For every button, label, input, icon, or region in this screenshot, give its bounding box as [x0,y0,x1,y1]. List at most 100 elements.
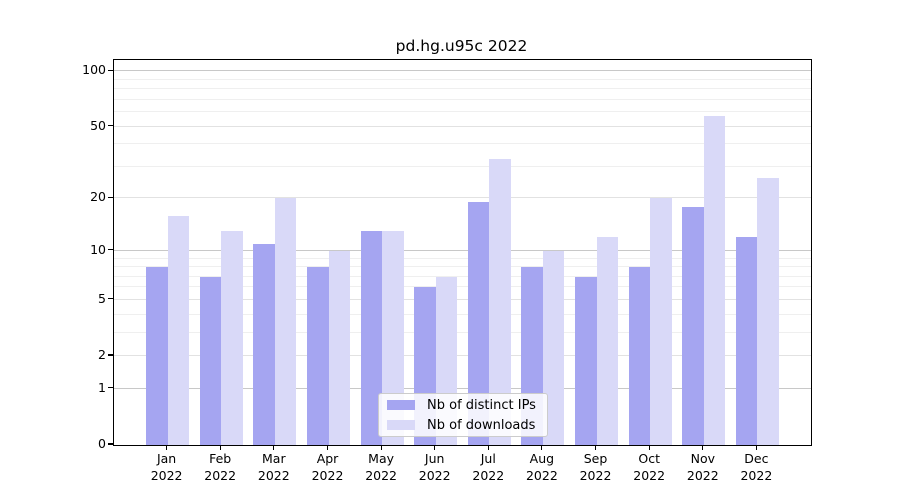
x-axis-tick-label-jun: Jun 2022 [403,450,467,484]
x-label-year: 2022 [257,468,290,483]
gridline-20 [114,197,811,199]
x-axis-tick-label-apr: Apr 2022 [296,450,360,484]
x-tick-mark-dec [755,445,757,450]
legend-label-distinct-ips: Nb of distinct IPs [427,397,536,413]
x-label-year: 2022 [418,468,451,483]
y-axis-tick-label-5: 5 [98,290,106,306]
x-label-month: Oct [638,451,660,466]
x-label-month: Aug [529,451,555,466]
x-label-month: Nov [690,451,715,466]
x-tick-mark-apr [326,445,329,450]
x-label-month: Feb [209,451,232,466]
y-tick-mark-100 [108,69,113,71]
y-axis-tick-label-20: 20 [90,189,106,205]
gridline-2 [114,355,811,356]
y-tick-mark-1 [108,387,113,389]
bar-nb-of-downloads-nov [703,116,726,445]
legend-row-downloads: Nb of downloads [379,417,547,434]
gridline-minor-60 [114,111,811,113]
gridline-minor-90 [114,78,811,80]
y-tick-mark-2 [108,354,113,356]
x-axis-tick-label-dec: Dec 2022 [724,450,788,484]
bar-nb-of-downloads-dec [757,178,779,445]
legend: Nb of distinct IPs Nb of downloads [378,393,548,437]
y-tick-mark-50 [108,125,113,127]
x-label-year: 2022 [686,468,719,483]
x-tick-mark-jul [487,445,489,450]
chart-title: pd.hg.u95c 2022 [395,37,528,55]
gridline-50 [114,125,811,127]
x-label-month: Apr [316,451,339,466]
x-label-month: Jun [424,451,445,466]
legend-swatch-downloads [387,420,415,430]
x-tick-mark-jun [434,445,436,450]
x-label-year: 2022 [740,468,773,483]
gridline-minor-70 [114,98,811,100]
bar-nb-of-downloads-mar [274,198,297,445]
bar-nb-of-distinct-ips-feb [199,276,222,445]
x-tick-mark-aug [541,445,543,450]
bar-nb-of-distinct-ips-apr [307,267,329,445]
bar-nb-of-distinct-ips-sep [575,276,597,445]
x-label-year: 2022 [204,468,237,483]
y-tick-mark-10 [108,249,113,251]
bar-nb-of-downloads-feb [221,231,243,445]
x-label-month: May [368,451,395,466]
x-label-year: 2022 [525,468,558,483]
x-label-year: 2022 [579,468,612,483]
x-axis-tick-label-oct: Oct 2022 [617,450,681,484]
x-label-year: 2022 [472,468,505,483]
gridline-5 [114,298,811,300]
bar-nb-of-distinct-ips-dec [735,237,758,445]
gridline-100 [114,70,811,72]
gridline-minor-7 [114,275,811,277]
x-axis-tick-label-may: May 2022 [349,450,413,484]
x-tick-mark-nov [702,445,704,450]
x-axis-tick-label-jan: Jan 2022 [135,450,199,484]
plot-area: Nb of distinct IPs Nb of downloads [113,59,812,446]
x-tick-mark-jan [166,445,168,450]
bar-nb-of-downloads-jan [167,215,190,445]
legend-row-distinct-ips: Nb of distinct IPs [379,397,547,414]
x-label-year: 2022 [150,468,183,483]
y-tick-mark-5 [108,298,113,300]
gridline-minor-6 [114,286,811,288]
legend-swatch-distinct-ips [387,400,415,410]
gridline-10 [114,249,811,251]
gridline-minor-8 [114,266,811,267]
bar-nb-of-downloads-aug [542,250,565,445]
x-label-year: 2022 [311,468,344,483]
x-tick-mark-mar [273,445,275,450]
gridline-minor-80 [114,88,811,90]
x-tick-mark-sep [594,445,597,450]
bar-nb-of-distinct-ips-may [360,231,383,445]
gridline-1 [114,387,811,389]
bar-nb-of-distinct-ips-jan [146,267,168,445]
y-axis-tick-label-0: 0 [98,436,106,451]
x-label-month: Sep [583,451,608,466]
x-axis-tick-label-feb: Feb 2022 [188,450,252,484]
gridline-minor-40 [114,143,811,145]
y-axis-tick-label-1: 1 [98,379,106,395]
bar-nb-of-downloads-sep [596,237,618,445]
bar-nb-of-downloads-may [382,231,404,445]
x-axis-tick-label-nov: Nov 2022 [671,450,735,484]
x-label-year: 2022 [365,468,397,483]
x-label-month: Mar [262,451,286,466]
x-label-month: Jan [156,451,177,466]
gridline-minor-4 [114,313,811,315]
x-axis-tick-label-jul: Jul 2022 [456,450,520,484]
x-label-year: 2022 [633,468,666,483]
y-tick-mark-0 [108,443,113,445]
legend-label-downloads: Nb of downloads [427,417,536,433]
bar-nb-of-downloads-apr [328,250,350,445]
x-tick-mark-oct [648,445,650,450]
y-axis-tick-label-10: 10 [90,241,106,257]
bar-nb-of-distinct-ips-nov [682,206,704,445]
y-axis-tick-label-2: 2 [98,347,106,362]
y-tick-mark-20 [108,196,113,198]
bar-nb-of-downloads-jul [489,159,511,445]
gridline-minor-30 [114,165,811,167]
x-axis-tick-label-sep: Sep 2022 [564,450,628,484]
